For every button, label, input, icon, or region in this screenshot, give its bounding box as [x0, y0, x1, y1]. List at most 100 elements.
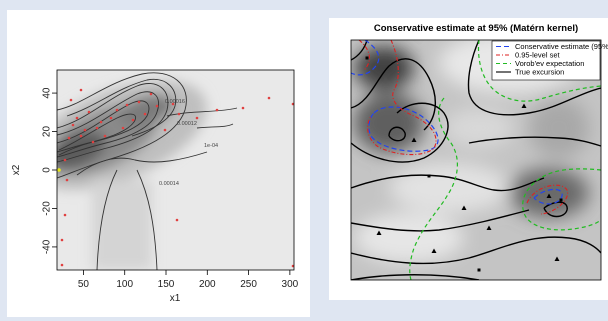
observation-point [109, 116, 113, 120]
legend-label: 0.95-level set [515, 51, 561, 60]
vorobev-expectation-curve [522, 168, 601, 231]
right-contour-plot: Conservative estimate at 95% (Matérn ker… [350, 23, 608, 281]
vorobev-expectation-curve [409, 97, 458, 280]
x-tick-label: 100 [116, 279, 133, 290]
observation-points [57, 88, 294, 268]
contour-value-label: 0.00014 [159, 181, 179, 187]
legend-label: True excursion [515, 68, 564, 77]
observation-point [125, 103, 129, 107]
true-excursion-curve [351, 40, 368, 61]
true-excursion-curve [468, 136, 601, 147]
design-point-square [365, 56, 369, 60]
observation-point [75, 116, 79, 120]
legend-box [491, 40, 601, 81]
contour-line [196, 123, 234, 129]
conservative-estimate-curve [351, 40, 380, 76]
observation-point [95, 126, 99, 130]
x-tick-label: 300 [282, 279, 299, 290]
true-excursion-curve [351, 274, 480, 280]
observation-point [79, 88, 83, 92]
observation-point [63, 213, 67, 217]
chart-title: Conservative estimate at 95% (Matérn ker… [374, 23, 578, 34]
y-tick-label: 0 [42, 167, 53, 173]
right-chart-panel: Conservative estimate at 95% (Matérn ker… [329, 18, 608, 300]
y-axis-label: x2 [11, 164, 22, 175]
contour-line [166, 107, 238, 117]
level-set-curve [526, 184, 569, 215]
contour-curves [351, 40, 601, 280]
contour-line [66, 78, 177, 137]
observation-point [65, 178, 69, 182]
observation-point [215, 108, 219, 112]
observation-point [155, 104, 159, 108]
observation-point [79, 134, 83, 138]
observation-point [67, 136, 71, 140]
y-tick-label: -40 [42, 239, 53, 254]
true-excursion-curve [351, 236, 601, 265]
contour-line [136, 169, 158, 270]
x-tick-label: 150 [158, 279, 175, 290]
observation-point [177, 112, 181, 116]
contour-line [76, 151, 208, 176]
highlight-point [57, 168, 61, 172]
observation-point [149, 92, 153, 96]
y-tick-label: 20 [42, 126, 53, 138]
x-tick-label: 50 [78, 279, 90, 290]
observation-point [99, 120, 103, 124]
observation-point [175, 218, 179, 222]
vorobev-expectation-curve [477, 40, 601, 102]
conservative-estimate-curve [533, 188, 563, 205]
plot-frame [350, 39, 602, 281]
design-point-marker [411, 137, 417, 142]
observation-point [171, 102, 175, 106]
observation-point [63, 158, 67, 162]
design-points [365, 56, 563, 272]
design-point-marker [521, 103, 527, 108]
true-excursion-curve [351, 174, 545, 192]
contour-line [96, 169, 118, 270]
conservative-estimate-curve [368, 106, 439, 152]
contour-line [58, 113, 137, 156]
observation-point [71, 123, 75, 127]
density-field [57, 70, 294, 270]
true-excursion-curve [543, 201, 568, 218]
observation-point [241, 106, 245, 110]
y-tick-label: -20 [42, 201, 53, 216]
observation-point [60, 263, 64, 267]
x-axis-label: x1 [170, 293, 181, 304]
observation-point [87, 110, 91, 114]
observation-point [91, 140, 95, 144]
contour-labels: 0.00016 0.00012 1e-04 0.00014 [159, 99, 218, 187]
observation-point [60, 238, 64, 242]
legend-label: Conservative estimate (95%) [515, 42, 608, 51]
design-point-marker [546, 193, 552, 198]
design-point-marker [554, 256, 560, 261]
contour-line [57, 91, 159, 158]
design-point-square [477, 268, 481, 272]
level-set-curve [367, 40, 437, 156]
contour-line [57, 83, 169, 163]
design-point-marker [486, 225, 492, 230]
axes: 50 100 150 200 250 300 -40 -20 0 20 40 [42, 87, 299, 290]
level-set-curve [358, 40, 370, 71]
contour-lines [57, 72, 238, 270]
design-point-square [559, 198, 563, 202]
contour-value-label: 0.00012 [177, 121, 197, 127]
observation-point [131, 118, 135, 122]
design-point-marker [431, 248, 437, 253]
observation-point [267, 96, 271, 100]
observation-point [69, 98, 73, 102]
x-tick-label: 200 [199, 279, 216, 290]
design-point-marker [461, 205, 467, 210]
true-excursion-curve [467, 40, 601, 116]
contour-value-label: 0.00016 [165, 99, 185, 105]
observation-point [195, 116, 199, 120]
observation-point [163, 128, 167, 132]
observation-point [291, 264, 294, 268]
observation-point [291, 102, 294, 106]
true-excursion-curve [351, 58, 436, 131]
legend-label: Vorob'ev expectation [515, 59, 584, 68]
observation-point [143, 112, 147, 116]
observation-point [103, 134, 107, 138]
observation-point [137, 100, 141, 104]
